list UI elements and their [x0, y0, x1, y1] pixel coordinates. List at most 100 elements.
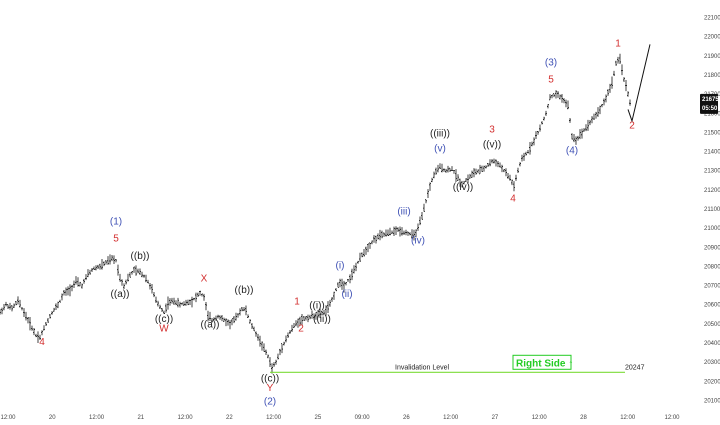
price-bar — [299, 316, 301, 326]
price-bar — [391, 230, 393, 234]
price-bar — [541, 121, 543, 125]
price-bar — [337, 282, 339, 288]
price-bar — [47, 317, 49, 323]
price-bar — [423, 203, 425, 212]
x-tick-label: 12:00 — [178, 415, 194, 421]
price-bar — [459, 178, 461, 187]
price-bar — [497, 161, 499, 168]
wave-label: (i) — [336, 260, 345, 271]
price-bar — [227, 319, 229, 326]
price-bar — [363, 248, 365, 257]
price-bar — [253, 326, 255, 332]
price-bar — [45, 322, 47, 327]
wave-label: (ii) — [341, 289, 352, 300]
price-bar — [165, 303, 167, 313]
price-bar — [251, 323, 253, 330]
price-bar — [455, 169, 457, 183]
price-bar — [13, 303, 15, 309]
price-bar — [241, 307, 243, 312]
x-tick-label: 26 — [403, 415, 410, 421]
y-tick-label: 20700 — [704, 284, 720, 290]
price-bar — [371, 240, 373, 245]
price-bar — [225, 318, 227, 327]
price-bar — [109, 254, 111, 265]
price-bar — [397, 227, 399, 232]
price-bar — [401, 227, 403, 236]
price-bar — [261, 341, 263, 351]
price-bar — [581, 128, 583, 139]
price-bar — [427, 189, 429, 198]
price-bar — [403, 230, 405, 235]
price-bar — [195, 292, 197, 303]
price-bar — [157, 300, 159, 307]
x-tick-label: 12:00 — [0, 415, 16, 421]
wave-label: ((v)) — [483, 140, 501, 151]
price-bar — [621, 64, 623, 76]
price-bar — [349, 274, 351, 284]
invalidation-label: Invalidation Level — [395, 364, 450, 371]
x-tick-label: 09:00 — [355, 415, 371, 421]
price-bar — [507, 172, 509, 179]
wave-label: ((b)) — [235, 285, 254, 296]
price-bar — [203, 293, 205, 301]
price-bar — [359, 252, 361, 262]
price-bar — [331, 297, 333, 302]
price-bar — [347, 279, 349, 282]
wave-label: (1) — [110, 216, 122, 227]
price-bar — [283, 341, 285, 346]
price-bar — [619, 53, 621, 64]
price-bar — [493, 158, 495, 164]
price-bar — [341, 278, 343, 290]
price-bar — [21, 307, 23, 311]
price-bar — [73, 280, 75, 288]
wave-label: (4) — [566, 145, 578, 156]
price-bar — [147, 279, 149, 284]
price-bar — [257, 333, 259, 341]
price-bar — [549, 94, 551, 101]
price-bar — [473, 168, 475, 178]
price-bar — [385, 229, 387, 237]
price-bar — [465, 178, 467, 182]
price-bar — [181, 302, 183, 306]
price-bar — [113, 255, 115, 265]
y-tick-label: 21600 — [704, 111, 720, 117]
invalidation-value: 20247 — [625, 364, 645, 371]
y-tick-label: 21100 — [704, 207, 720, 213]
price-bar — [597, 107, 599, 117]
price-bar — [583, 128, 585, 132]
price-bar — [175, 300, 177, 306]
price-axis: 20100 20200 20300 20400 20500 20600 20700 20800… — [704, 16, 720, 405]
price-bar — [151, 283, 153, 294]
price-bar — [177, 297, 179, 308]
price-bar — [575, 136, 577, 145]
price-bar — [27, 317, 29, 324]
price-bar — [577, 135, 579, 141]
x-tick-label: 25 — [315, 415, 322, 421]
price-bar — [105, 260, 107, 265]
wave-label: (3) — [545, 57, 557, 68]
price-bar — [161, 308, 163, 312]
price-bar — [23, 308, 25, 318]
price-bar — [483, 165, 485, 172]
price-bar — [589, 119, 591, 126]
y-tick-label: 20100 — [704, 398, 720, 404]
price-bar — [445, 168, 447, 173]
price-bar — [555, 90, 557, 99]
price-bar — [7, 304, 9, 310]
wave-label: (iv) — [411, 235, 425, 246]
price-bar — [129, 272, 131, 278]
price-bar — [613, 70, 615, 76]
price-bar — [297, 318, 299, 328]
current-price-tag: 21675 05:50 — [700, 93, 719, 114]
price-bar — [319, 307, 321, 318]
price-bar — [35, 333, 37, 338]
wave-label: ((c)) — [155, 314, 173, 325]
price-bar — [565, 99, 567, 108]
price-bar — [111, 255, 113, 262]
price-bar — [267, 354, 269, 359]
right-side-text: Right Side ↑ — [516, 358, 573, 369]
price-bar — [189, 299, 191, 306]
price-bar — [243, 306, 245, 312]
price-bar — [469, 173, 471, 179]
price-bar — [107, 256, 109, 265]
